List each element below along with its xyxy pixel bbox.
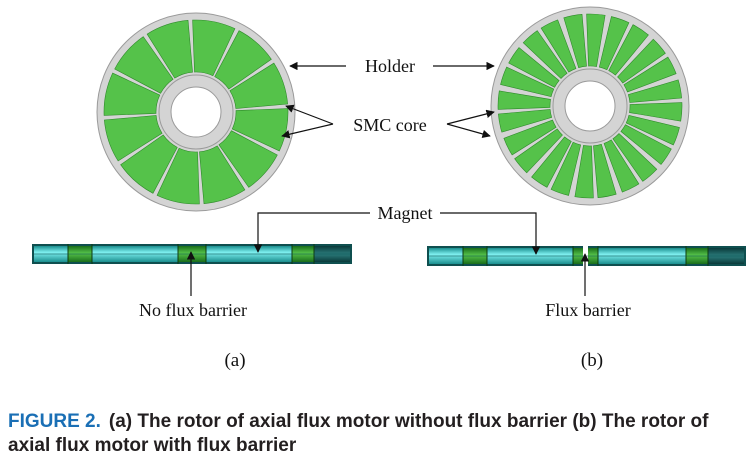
no-flux-barrier-label: No flux barrier (139, 300, 247, 320)
smc-core-segment (156, 147, 200, 205)
flux-barrier-label: Flux barrier (545, 300, 630, 320)
smc-core-half-segment (627, 79, 682, 103)
rotor-diagram: Holder SMC core Magnet No flux barrier F… (32, 6, 746, 371)
smc-core-segment (114, 36, 174, 94)
rotor-b-shaft-hole (564, 80, 616, 132)
rotor-b-smc-segments (497, 13, 683, 199)
smc-core-segment (120, 134, 178, 194)
smc-core-half-segment (620, 124, 672, 165)
smc-core-half-segment (497, 90, 551, 110)
smc-core-half-segment (563, 14, 587, 69)
smc-core-half-segment (522, 30, 568, 79)
smc-core-half-segment (550, 141, 582, 196)
smc-core-segment (146, 20, 193, 79)
rotor-a-smc-segments (103, 19, 289, 205)
smc-core-half-segment (608, 24, 649, 76)
smc-core-half-segment (531, 136, 572, 188)
magnet-label: Magnet (378, 203, 433, 223)
cross-section-b (427, 246, 746, 266)
smc-arrow-a2 (281, 123, 334, 139)
smc-core-segment (214, 30, 272, 90)
rotor-a (96, 12, 296, 212)
smc-core-half-segment (593, 143, 617, 198)
smc-core-half-segment (617, 38, 666, 84)
smc-core-segment (231, 108, 289, 152)
smc-core-segment (103, 72, 161, 116)
leader-lines (186, 61, 590, 296)
smc-arrow-b1 (446, 109, 495, 125)
holder-label: Holder (365, 56, 415, 76)
figure-number: FIGURE 2. (8, 411, 101, 432)
smc-core-half-segment (498, 109, 553, 133)
cross-section-a (32, 244, 352, 264)
figure-caption: FIGURE 2. (a) The rotor of axial flux mot… (8, 410, 748, 458)
smc-core-half-segment (540, 19, 577, 73)
smc-core-segment (199, 145, 246, 204)
smc-core-half-segment (603, 139, 640, 193)
smc-core-half-segment (514, 128, 563, 174)
rotor-a-shaft-hole (170, 86, 222, 138)
caption-text: (a) The rotor of axial flux motor withou… (8, 411, 709, 456)
smc-core-half-segment (503, 119, 557, 156)
smc-core-half-segment (586, 13, 606, 67)
subfigure-b-label: (b) (581, 350, 603, 371)
rotor-b (490, 6, 690, 206)
smc-core-half-segment (574, 145, 594, 199)
smc-core-segment (104, 115, 163, 162)
smc-core-half-segment (508, 47, 560, 88)
smc-core-segment (218, 130, 278, 188)
magnet-arrow-b (440, 212, 541, 255)
smc-core-segment (229, 62, 288, 109)
magnet-arrow-a (253, 212, 370, 253)
smc-core-label: SMC core (353, 115, 427, 135)
smc-arrow-a1 (285, 104, 334, 125)
smc-core-half-segment (625, 114, 680, 146)
smc-arrow-b2 (446, 123, 491, 139)
smc-core-segment (192, 19, 236, 77)
smc-core-half-segment (612, 133, 658, 182)
smc-core-half-segment (598, 16, 630, 71)
subfigure-a-label: (a) (224, 350, 245, 371)
smc-core-half-segment (623, 56, 677, 93)
smc-core-half-segment (629, 102, 683, 122)
smc-core-half-segment (500, 66, 555, 98)
